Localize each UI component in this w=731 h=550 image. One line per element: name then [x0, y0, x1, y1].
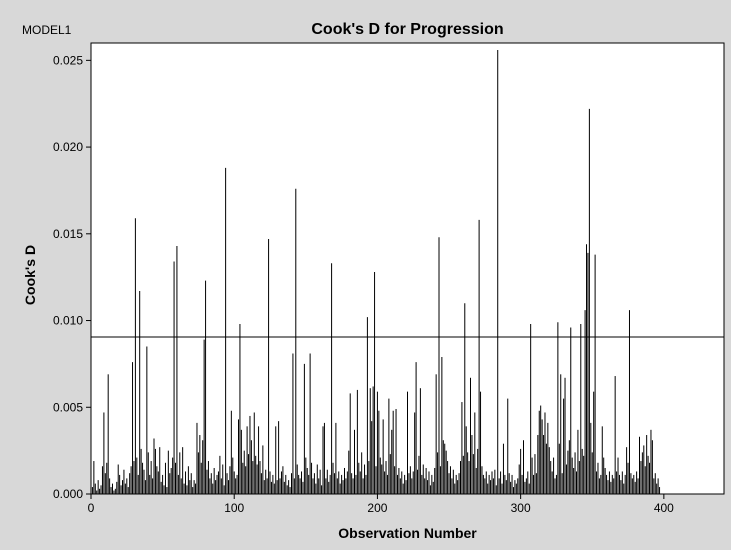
y-tick-label: 0.015: [53, 227, 83, 241]
y-tick-label: 0.025: [53, 53, 83, 67]
y-tick-label: 0.005: [53, 400, 83, 414]
y-axis-title: Cook's D: [22, 244, 38, 306]
x-axis-title: Observation Number: [338, 525, 477, 541]
x-tick-label: 100: [224, 501, 244, 515]
y-axis: 0.000 0.005 0.010 0.015 0.020 0.025: [53, 53, 91, 501]
x-tick-label: 0: [88, 501, 95, 515]
y-tick-label: 0.000: [53, 487, 83, 501]
x-axis: 0 100 200 300 400: [88, 494, 674, 515]
model-label: MODEL1: [22, 23, 72, 37]
y-tick-label: 0.020: [53, 140, 83, 154]
y-tick-label: 0.010: [53, 314, 83, 328]
x-tick-label: 200: [367, 501, 387, 515]
x-tick-label: 300: [511, 501, 531, 515]
x-tick-label: 400: [654, 501, 674, 515]
bars-group: [91, 49, 661, 494]
chart-title: Cook's D for Progression: [311, 21, 504, 38]
